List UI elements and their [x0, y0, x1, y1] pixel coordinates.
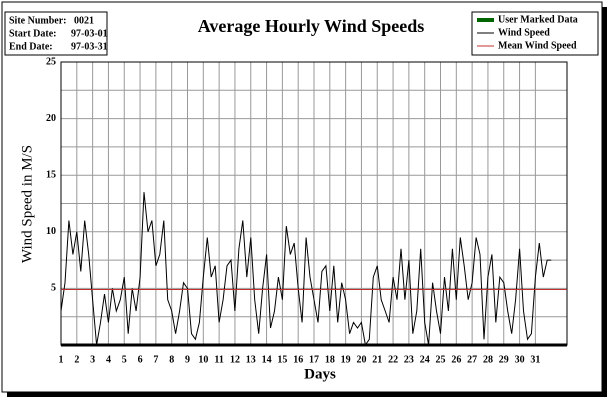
series-line — [60, 192, 552, 347]
y-tick-label: 15 — [46, 169, 56, 180]
x-tick-label: 8 — [169, 354, 174, 365]
info-label: End Date: — [9, 41, 53, 52]
info-value: 0021 — [74, 15, 94, 26]
x-tick-label: 17 — [309, 354, 319, 365]
y-tick-label: 10 — [46, 226, 56, 237]
info-value: 97-03-01 — [71, 28, 108, 39]
x-tick-label: 4 — [106, 354, 111, 365]
x-tick-label: 5 — [122, 354, 127, 365]
x-tick-label: 1 — [59, 354, 64, 365]
x-tick-label: 23 — [404, 354, 414, 365]
legend-label: User Marked Data — [498, 14, 578, 25]
x-tick-label: 21 — [372, 354, 382, 365]
y-tick-label: 25 — [46, 56, 56, 67]
chart-title: Average Hourly Wind Speeds — [198, 16, 425, 36]
x-tick-label: 13 — [246, 354, 256, 365]
x-axis-label: Days — [304, 366, 336, 382]
legend-label: Mean Wind Speed — [498, 40, 577, 51]
x-tick-label: 27 — [467, 354, 477, 365]
x-tick-label: 12 — [230, 354, 240, 365]
info-box — [4, 11, 108, 56]
x-tick-label: 16 — [293, 354, 303, 365]
x-tick-label: 22 — [388, 354, 398, 365]
x-tick-label: 25 — [436, 354, 446, 365]
info-value: 97-03-31 — [71, 41, 108, 52]
x-tick-label: 10 — [198, 354, 208, 365]
x-tick-label: 14 — [262, 354, 272, 365]
y-tick-label: 20 — [46, 113, 56, 124]
x-tick-label: 28 — [483, 354, 493, 365]
x-tick-label: 3 — [90, 354, 95, 365]
y-tick-label: 5 — [51, 283, 56, 294]
x-tick-label: 2 — [74, 354, 79, 365]
info-label: Site Number: — [9, 15, 67, 26]
x-tick-label: 15 — [277, 354, 287, 365]
x-tick-label: 19 — [341, 354, 351, 365]
x-tick-label: 26 — [451, 354, 461, 365]
x-tick-label: 30 — [515, 354, 525, 365]
legend-label: Wind Speed — [498, 27, 550, 38]
info-label: Start Date: — [9, 28, 56, 39]
x-tick-label: 6 — [138, 354, 143, 365]
x-tick-label: 11 — [214, 354, 223, 365]
x-tick-label: 20 — [356, 354, 366, 365]
x-tick-label: 7 — [153, 354, 158, 365]
x-tick-label: 9 — [185, 354, 190, 365]
y-axis-label: Wind Speed in M/S — [19, 145, 35, 263]
x-tick-label: 18 — [325, 354, 335, 365]
x-tick-label: 24 — [420, 354, 430, 365]
x-tick-label: 31 — [530, 354, 540, 365]
x-tick-label: 29 — [499, 354, 509, 365]
